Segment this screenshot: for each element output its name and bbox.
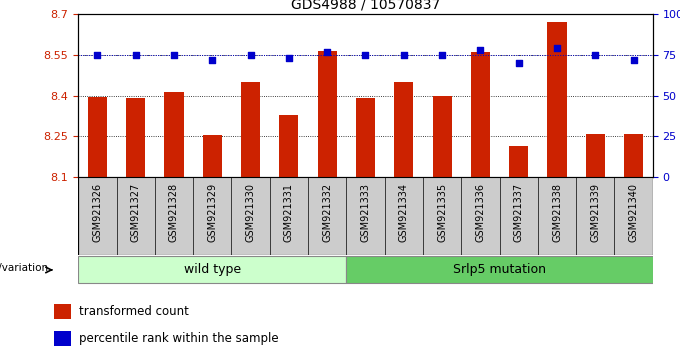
Text: transformed count: transformed count — [79, 305, 189, 318]
Text: GSM921334: GSM921334 — [398, 183, 409, 242]
Bar — [394, 82, 413, 177]
Text: GSM921333: GSM921333 — [360, 183, 371, 242]
Text: GSM921337: GSM921337 — [513, 183, 524, 242]
Point — [360, 52, 371, 58]
Point — [398, 52, 409, 58]
Point — [437, 52, 447, 58]
Bar — [54, 304, 71, 319]
Bar — [624, 133, 643, 177]
Point — [245, 52, 256, 58]
Bar — [203, 135, 222, 177]
Text: GSM921331: GSM921331 — [284, 183, 294, 242]
Bar — [88, 97, 107, 177]
Point — [207, 57, 218, 63]
Bar — [432, 96, 452, 177]
Point — [92, 52, 103, 58]
Bar — [54, 331, 71, 346]
Title: GDS4988 / 10570837: GDS4988 / 10570837 — [291, 0, 440, 12]
Text: genotype/variation: genotype/variation — [0, 263, 48, 273]
Bar — [547, 22, 566, 177]
Bar — [241, 82, 260, 177]
Point — [130, 52, 141, 58]
Text: wild type: wild type — [184, 263, 241, 276]
Bar — [509, 146, 528, 177]
Point — [169, 52, 180, 58]
Text: GSM921329: GSM921329 — [207, 183, 218, 242]
Text: GSM921339: GSM921339 — [590, 183, 600, 242]
Text: GSM921335: GSM921335 — [437, 183, 447, 242]
Bar — [318, 51, 337, 177]
Text: GSM921336: GSM921336 — [475, 183, 486, 242]
Bar — [585, 133, 605, 177]
Text: percentile rank within the sample: percentile rank within the sample — [79, 332, 279, 345]
Bar — [346, 256, 653, 284]
Text: GSM921327: GSM921327 — [131, 183, 141, 242]
Bar — [78, 256, 346, 284]
Point — [513, 60, 524, 66]
Text: GSM921326: GSM921326 — [92, 183, 103, 242]
Bar — [471, 52, 490, 177]
Text: GSM921330: GSM921330 — [245, 183, 256, 242]
Point — [322, 49, 333, 55]
Text: GSM921340: GSM921340 — [628, 183, 639, 242]
Text: Srlp5 mutation: Srlp5 mutation — [453, 263, 546, 276]
Bar — [279, 115, 299, 177]
Text: GSM921338: GSM921338 — [552, 183, 562, 242]
Point — [284, 55, 294, 61]
Bar — [126, 98, 146, 177]
Point — [628, 57, 639, 63]
Text: GSM921328: GSM921328 — [169, 183, 179, 242]
Point — [551, 46, 562, 51]
Bar — [356, 98, 375, 177]
Point — [475, 47, 486, 53]
Point — [590, 52, 600, 58]
Text: GSM921332: GSM921332 — [322, 183, 333, 242]
Bar — [165, 92, 184, 177]
